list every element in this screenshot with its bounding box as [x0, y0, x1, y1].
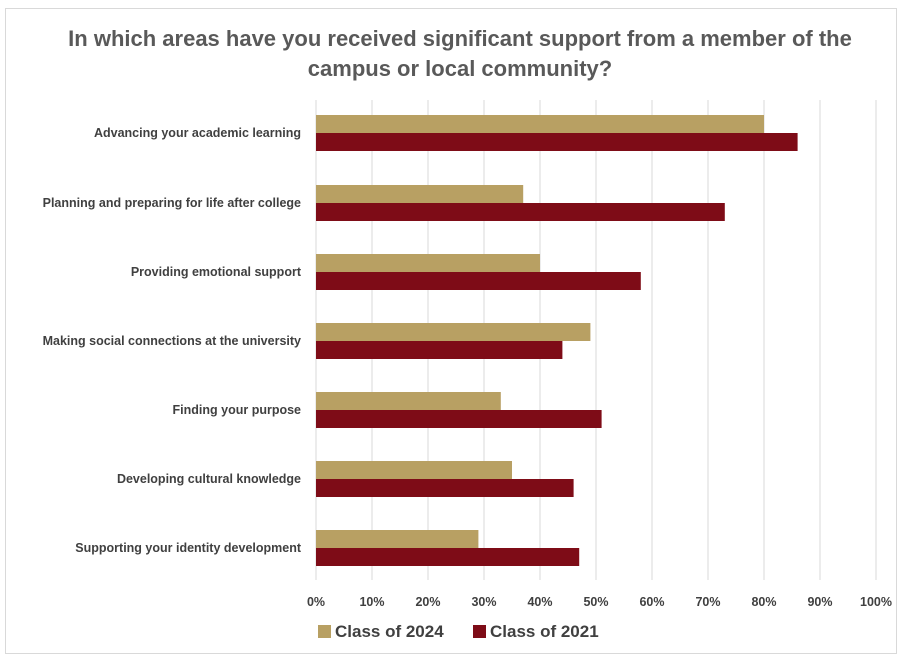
bar-class-2024	[316, 392, 501, 410]
category-label: Making social connections at the univers…	[43, 334, 301, 348]
x-tick-label: 20%	[415, 595, 440, 609]
legend-label: Class of 2024	[335, 622, 444, 641]
category-label: Advancing your academic learning	[94, 126, 301, 140]
legend-swatch	[473, 625, 486, 638]
category-label: Developing cultural knowledge	[117, 472, 301, 486]
bar-class-2024	[316, 185, 524, 203]
bar-class-2021	[316, 341, 563, 359]
category-label: Finding your purpose	[173, 403, 302, 417]
x-tick-label: 50%	[583, 595, 608, 609]
x-tick-label: 70%	[695, 595, 720, 609]
chart-border	[5, 8, 897, 654]
legend-label: Class of 2021	[490, 622, 599, 641]
bar-class-2021	[316, 548, 580, 566]
category-label: Planning and preparing for life after co…	[43, 196, 301, 210]
x-tick-label: 40%	[527, 595, 552, 609]
chart-title: In which areas have you received signifi…	[68, 26, 852, 81]
x-tick-label: 80%	[751, 595, 776, 609]
x-tick-label: 0%	[307, 595, 325, 609]
bar-class-2021	[316, 203, 725, 221]
x-tick-label: 30%	[471, 595, 496, 609]
x-tick-label: 100%	[860, 595, 892, 609]
x-tick-label: 10%	[359, 595, 384, 609]
x-tick-label: 90%	[807, 595, 832, 609]
bar-class-2024	[316, 461, 512, 479]
legend-swatch	[318, 625, 331, 638]
x-tick-label: 60%	[639, 595, 664, 609]
category-label: Supporting your identity development	[75, 541, 302, 555]
bar-class-2021	[316, 272, 641, 290]
category-label: Providing emotional support	[131, 265, 302, 279]
bar-class-2024	[316, 530, 479, 548]
bar-class-2024	[316, 115, 764, 133]
bar-class-2021	[316, 479, 574, 497]
bar-class-2024	[316, 254, 540, 272]
bar-class-2021	[316, 410, 602, 428]
bar-class-2021	[316, 133, 798, 151]
bar-class-2024	[316, 323, 591, 341]
